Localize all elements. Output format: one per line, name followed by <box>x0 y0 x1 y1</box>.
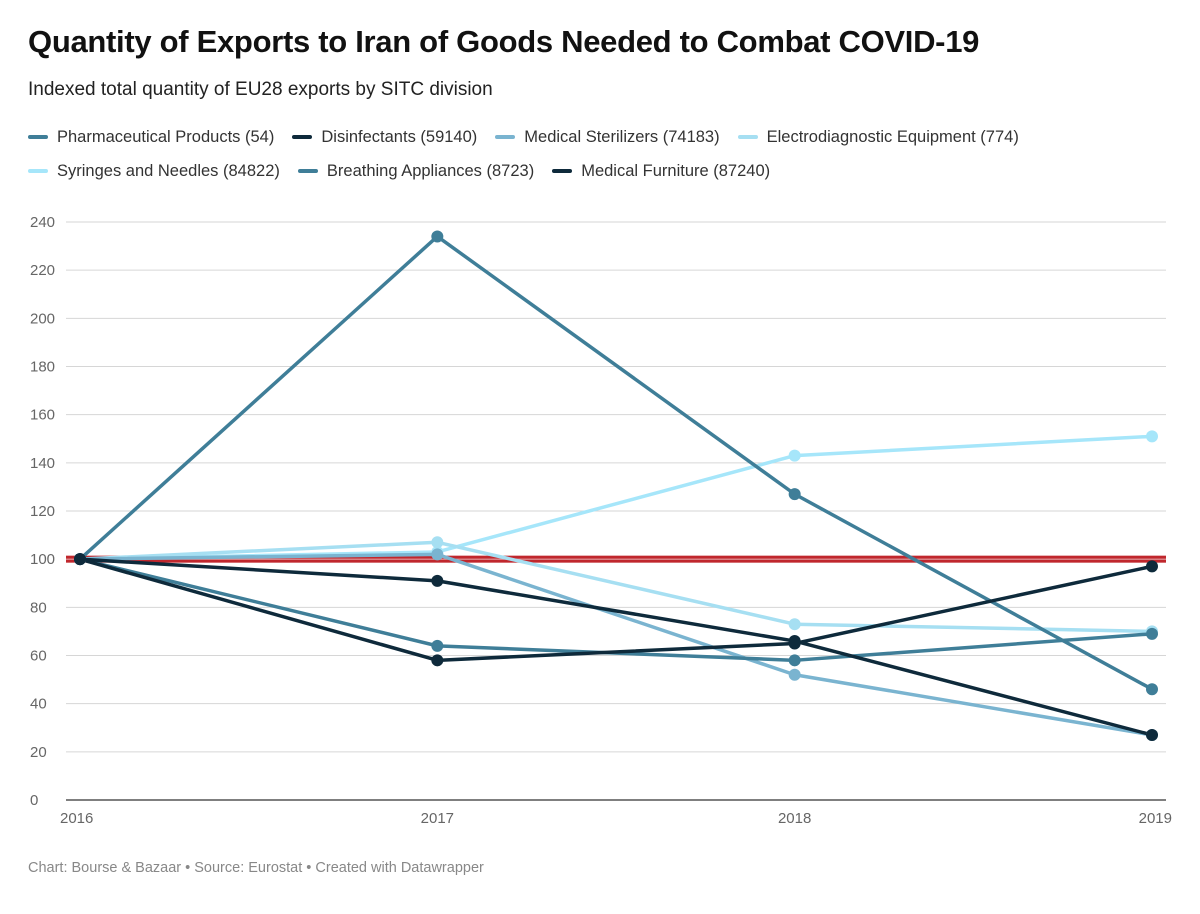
legend-item-breathing-appliances: Breathing Appliances (8723) <box>297 161 535 181</box>
data-point-syringes-and-needles <box>788 449 801 462</box>
legend-swatch <box>737 135 758 139</box>
chart-subtitle: Indexed total quantity of EU28 exports b… <box>28 79 493 100</box>
y-tick-label: 240 <box>30 214 55 231</box>
legend-label: Disinfectants (59140) <box>321 127 478 146</box>
chart-footer: Chart: Bourse & Bazaar • Source: Eurosta… <box>28 860 484 876</box>
legend-swatch <box>297 169 318 173</box>
data-point-syringes-and-needles <box>1146 430 1158 443</box>
y-tick-label: 100 <box>30 551 55 568</box>
y-tick-label: 80 <box>30 599 47 616</box>
legend-label: Medical Furniture (87240) <box>581 161 771 180</box>
data-point-pharmaceutical-products <box>1146 627 1158 640</box>
series-line-disinfectants <box>78 557 1154 737</box>
data-point-medical-furniture <box>74 553 86 566</box>
y-tick-label: 140 <box>30 455 55 472</box>
series-lines <box>78 234 1154 737</box>
reference-line-group <box>66 555 1166 563</box>
legend-swatch <box>495 135 516 139</box>
x-tick-label: 2019 <box>1139 810 1172 827</box>
legend-item-pharmaceutical-products: Pharmaceutical Products (54) <box>28 128 274 147</box>
series-line-medical-sterilizers <box>78 552 1154 737</box>
x-tick-label: 2016 <box>60 810 93 827</box>
data-point-medical-furniture <box>788 637 801 650</box>
legend-item-electrodiagnostic-equipment: Electrodiagnostic Equipment (774) <box>737 127 1019 147</box>
data-point-electrodiagnostic-equipment <box>431 536 444 549</box>
series-line-breathing-appliances <box>78 234 1154 691</box>
data-point-medical-furniture <box>431 654 444 667</box>
y-tick-label: 60 <box>30 648 47 665</box>
legend-row: Pharmaceutical Products (54) Disinfectan… <box>28 120 1178 154</box>
data-point-medical-furniture <box>1146 560 1158 573</box>
legend-row: Syringes and Needles (84822) Breathing A… <box>28 154 1178 188</box>
series-points <box>74 230 1158 741</box>
gridlines <box>66 221 1166 753</box>
data-point-electrodiagnostic-equipment <box>788 618 801 631</box>
legend-swatch <box>28 169 48 173</box>
x-axis: 2016 2017 2018 2019 <box>60 799 1172 827</box>
y-tick-label: 200 <box>30 310 55 327</box>
legend-label: Breathing Appliances (8723) <box>326 161 535 180</box>
y-tick-label: 20 <box>30 744 47 761</box>
legend-swatch <box>552 169 573 173</box>
data-point-pharmaceutical-products <box>788 654 801 667</box>
y-tick-label: 40 <box>30 696 47 713</box>
y-tick-label: 0 <box>30 792 38 809</box>
series-line-medical-furniture <box>78 557 1154 663</box>
series-line-electrodiagnostic-equipment <box>78 540 1154 634</box>
data-point-breathing-appliances <box>431 230 444 243</box>
data-point-disinfectants <box>431 574 444 587</box>
series-line-syringes-and-needles <box>78 434 1154 561</box>
legend-label: Medical Sterilizers (74183) <box>524 127 720 146</box>
x-tick-label: 2017 <box>421 810 454 827</box>
data-point-medical-sterilizers <box>788 668 801 681</box>
legend-label: Pharmaceutical Products (54) <box>57 127 275 146</box>
legend-item-disinfectants: Disinfectants (59140) <box>292 128 477 147</box>
legend: Pharmaceutical Products (54) Disinfectan… <box>28 120 1178 188</box>
legend-item-syringes-and-needles: Syringes and Needles (84822) <box>28 162 280 181</box>
y-tick-label: 180 <box>30 359 55 376</box>
x-tick-label: 2018 <box>778 810 811 827</box>
y-tick-label: 120 <box>30 503 55 520</box>
y-axis-ticks: 0 20 40 60 80 100 120 140 160 180 200 220 240 <box>30 214 55 809</box>
legend-swatch <box>292 135 313 139</box>
data-point-medical-sterilizers <box>431 548 444 561</box>
legend-label: Syringes and Needles (84822) <box>57 161 280 180</box>
legend-item-medical-sterilizers: Medical Sterilizers (74183) <box>495 127 720 147</box>
data-point-breathing-appliances <box>1146 683 1158 696</box>
legend-swatch <box>28 135 48 139</box>
data-point-pharmaceutical-products <box>431 639 444 652</box>
legend-item-medical-furniture: Medical Furniture (87240) <box>552 162 770 181</box>
data-point-breathing-appliances <box>788 488 801 501</box>
y-tick-label: 220 <box>30 262 55 279</box>
chart-title: Quantity of Exports to Iran of Goods Nee… <box>28 24 980 59</box>
legend-label: Electrodiagnostic Equipment (774) <box>766 127 1019 146</box>
data-point-disinfectants <box>1146 728 1158 741</box>
y-tick-label: 160 <box>30 407 55 424</box>
